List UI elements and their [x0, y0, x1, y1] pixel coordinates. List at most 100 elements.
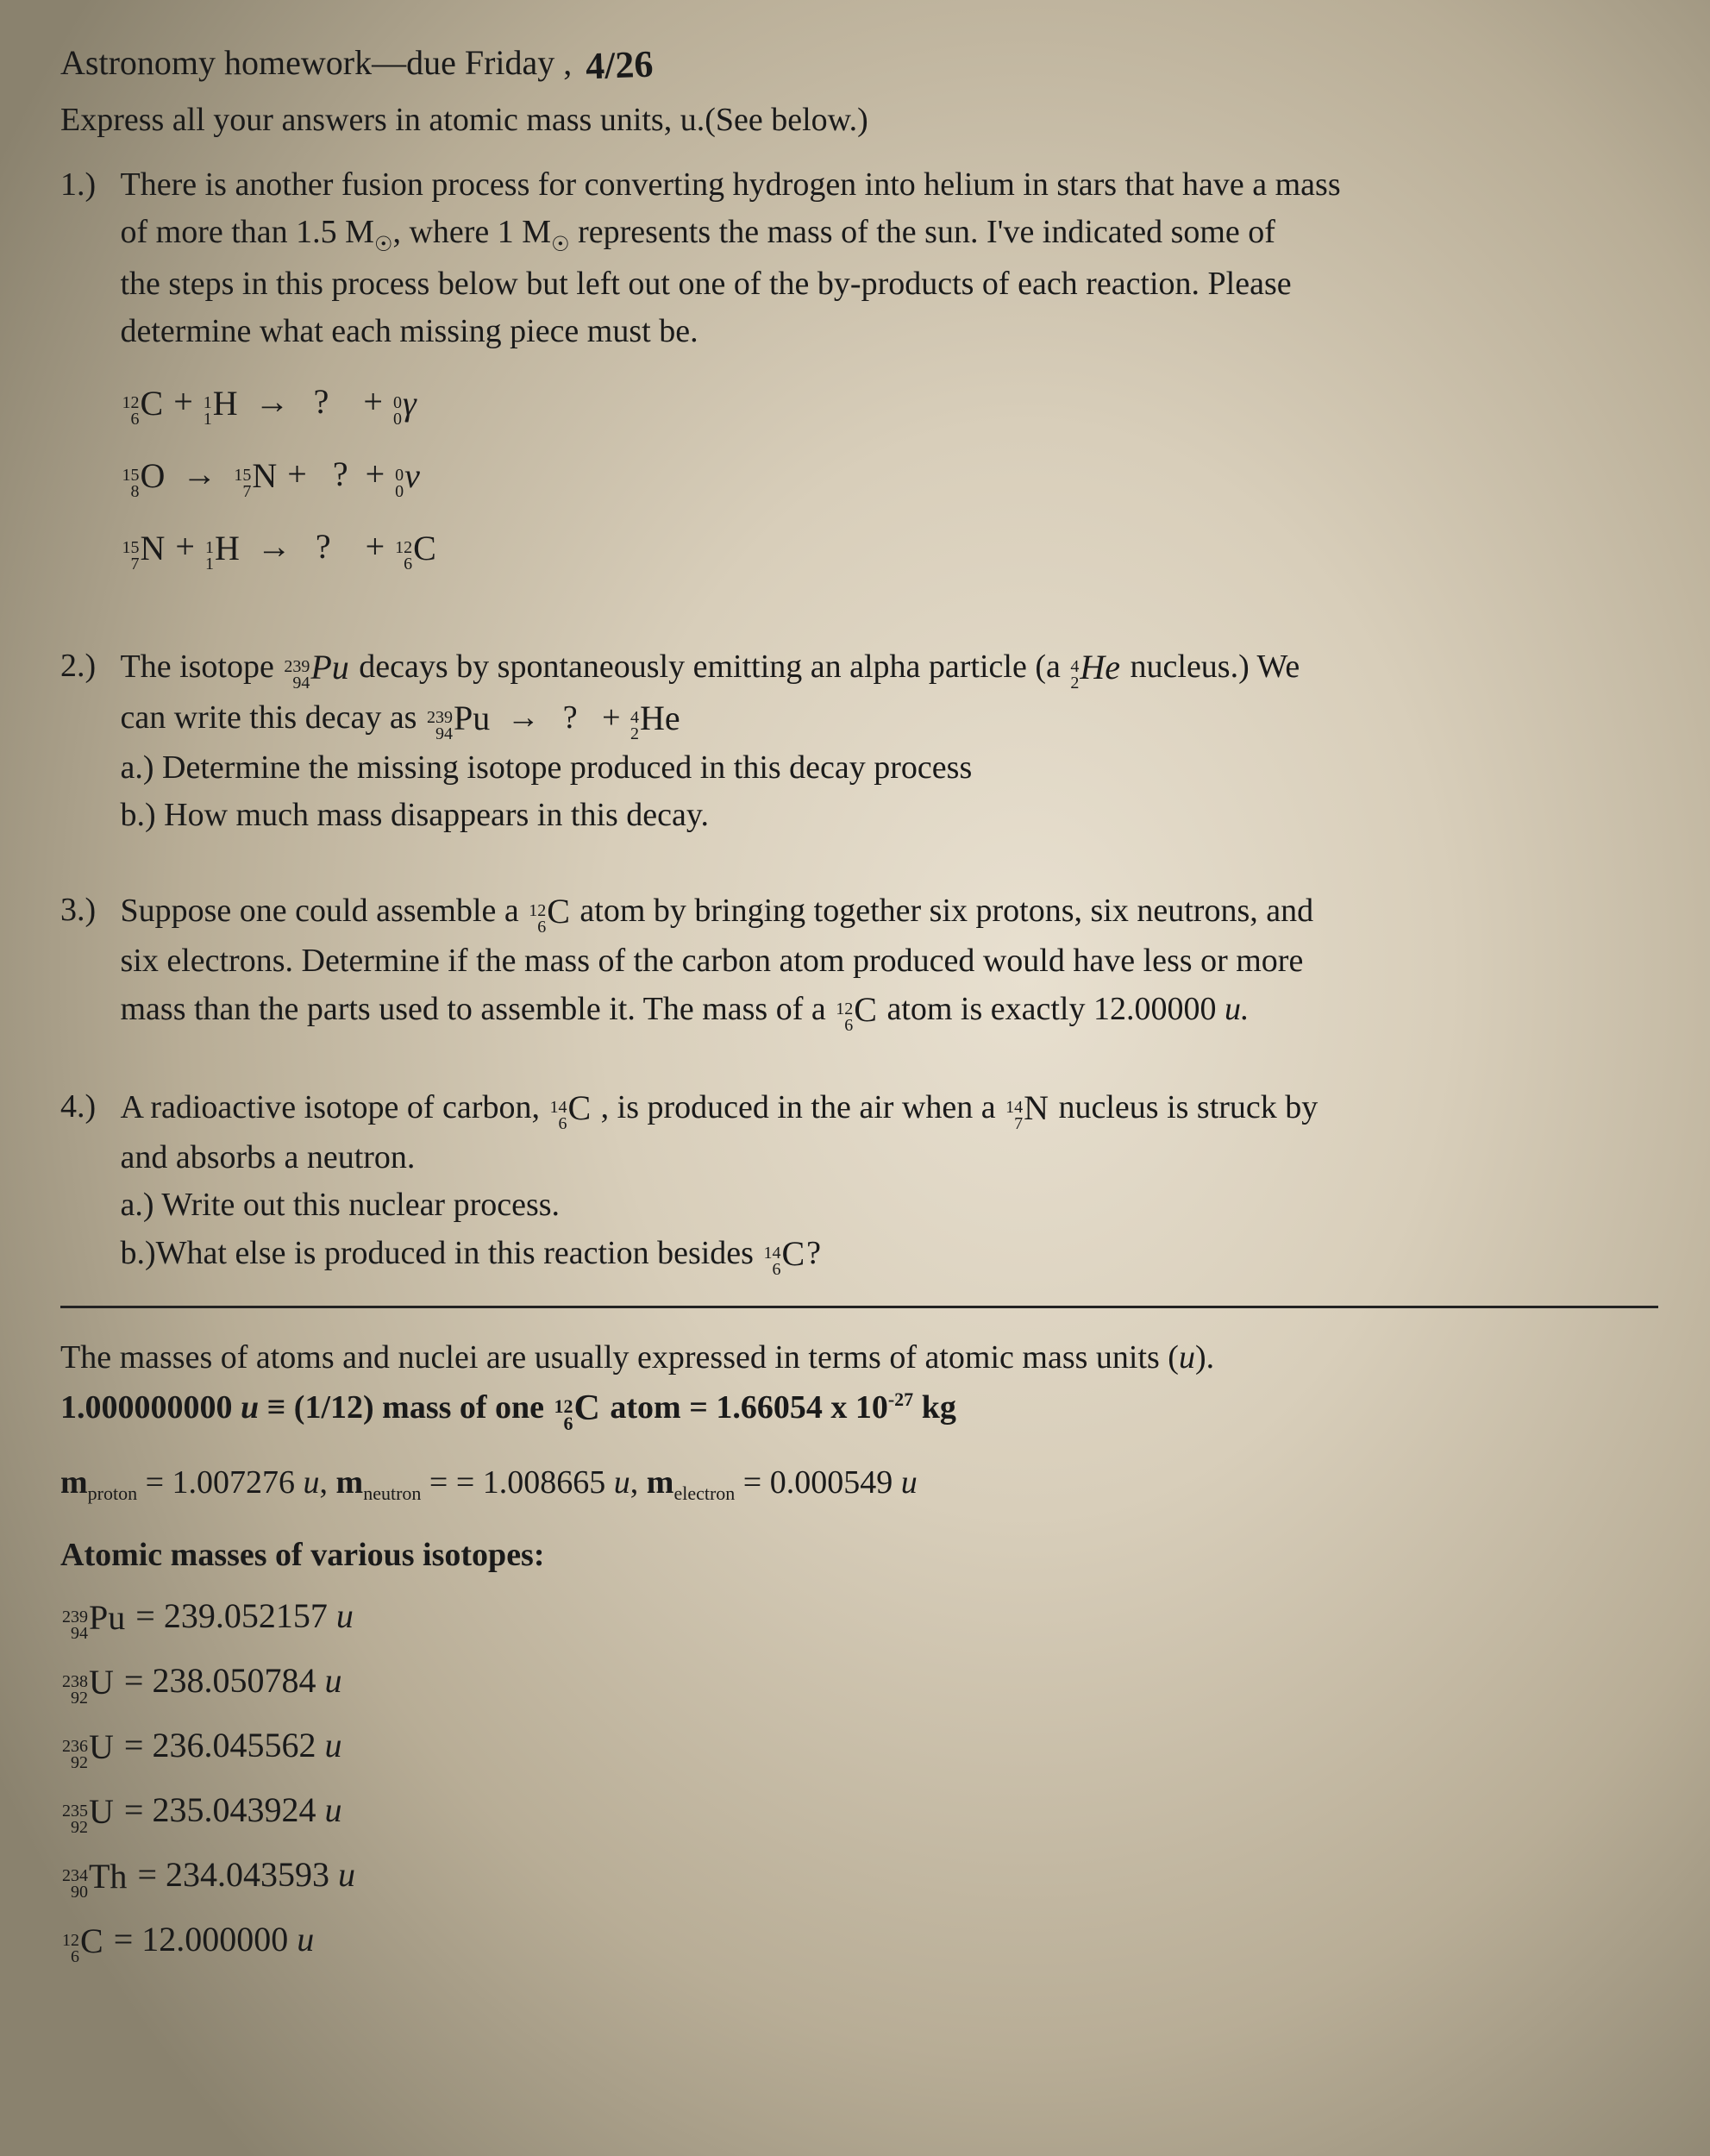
- nuclide: 23490Th: [62, 1852, 127, 1902]
- q1-eq2: 158O → 157N + ? + 00ν: [121, 442, 1656, 509]
- nuclide-n14: 147N: [1005, 1083, 1049, 1134]
- q1-eq3: 157N + 11H → ? + 126C: [121, 514, 1656, 581]
- isotope-header: Atomic masses of various isotopes:: [60, 1532, 1658, 1579]
- eq: =: [127, 1596, 164, 1635]
- plus: +: [287, 454, 307, 493]
- ref-l1b: ).: [1195, 1339, 1214, 1376]
- nuclide-c12-ref: 126C: [554, 1382, 600, 1436]
- m-proton: mproton = 1.007276 u,: [60, 1459, 328, 1507]
- nuclide-c12d: 126C: [836, 985, 877, 1036]
- reference-section: The masses of atoms and nuclei are usual…: [60, 1334, 1658, 1967]
- q1-line4: determine what each missing piece must b…: [121, 313, 698, 349]
- nuclide-c12: 126C: [122, 371, 164, 436]
- q1-equations: 126C + 11H → ? + 00γ 158O → 157N + ? + 0…: [121, 369, 1656, 581]
- def-c: atom = 1.66054 x 10: [610, 1389, 887, 1426]
- proton-sub: proton: [88, 1482, 137, 1504]
- isotope-row: 23592U = 235.043924 u: [60, 1785, 1658, 1838]
- q1-l2c: represents the mass of the sun. I've ind…: [570, 214, 1275, 250]
- m-lbl: m: [647, 1464, 674, 1501]
- proton-val: = 1.007276: [137, 1464, 303, 1501]
- nuclide-pu239: 23994Pu: [284, 642, 348, 693]
- eq: =: [116, 1661, 153, 1700]
- unknown: ?: [316, 527, 331, 566]
- q1-l2a: of more than 1.5 M: [121, 214, 374, 250]
- q4-body: A radioactive isotope of carbon, 146C , …: [121, 1083, 1656, 1280]
- isotope-row: 23994Pu = 239.052157 u: [60, 1591, 1658, 1644]
- mass-value: 236.045562: [152, 1726, 316, 1764]
- electron-val: = 0.000549: [735, 1464, 900, 1501]
- def-exp: -27: [888, 1388, 913, 1410]
- nuclide-h1b: 11H: [205, 516, 240, 581]
- particle-masses: mproton = 1.007276 u, mneutron = = 1.008…: [60, 1459, 1658, 1507]
- mass-value: 12.000000: [141, 1920, 288, 1959]
- nuclide: 23592U: [62, 1787, 114, 1838]
- unknown: ?: [314, 382, 329, 421]
- comma: ,: [320, 1464, 329, 1501]
- q4-l1a: A radioactive isotope of carbon,: [121, 1089, 548, 1125]
- nuclide-n15: 157N: [234, 443, 277, 509]
- q3-l1b: atom by bringing together six protons, s…: [579, 893, 1313, 929]
- q4-part-b1: b.)What else is produced in this reactio…: [121, 1235, 762, 1271]
- u-it2: u: [241, 1389, 259, 1426]
- comma: ,: [630, 1464, 639, 1501]
- mass-value: 235.043924: [152, 1790, 316, 1829]
- u-unit: u: [297, 1920, 314, 1959]
- nuclide-h1: 11H: [204, 371, 238, 436]
- mass-value: 239.052157: [164, 1596, 328, 1635]
- q4-number: 4.): [60, 1083, 112, 1131]
- def-b: ≡ (1/12) mass of one: [259, 1389, 552, 1426]
- u: u: [304, 1464, 320, 1501]
- q4-l1b: , is produced in the air when a: [601, 1089, 1004, 1125]
- q2-body: The isotope 23994Pu decays by spontaneou…: [121, 642, 1656, 839]
- question-4: 4.) A radioactive isotope of carbon, 146…: [60, 1083, 1658, 1280]
- sun-symbol-2: ☉: [551, 234, 570, 256]
- u-unit: u: [324, 1726, 341, 1764]
- electron-sub: electron: [673, 1482, 735, 1504]
- u-unit: u: [324, 1790, 341, 1829]
- u-it: u: [1179, 1339, 1195, 1376]
- plus: +: [173, 382, 193, 421]
- nuclide-nu: 00ν: [395, 443, 420, 509]
- q1-eq1: 126C + 11H → ? + 00γ: [121, 369, 1656, 436]
- q1-body: There is another fusion process for conv…: [121, 161, 1656, 595]
- arrow-icon: →: [507, 694, 540, 742]
- arrow-icon: →: [257, 514, 291, 580]
- instruction-line: Express all your answers in atomic mass …: [60, 97, 1658, 144]
- mass-value: 234.043593: [166, 1855, 329, 1894]
- sun-symbol-1: ☉: [374, 234, 393, 256]
- eq: =: [128, 1855, 166, 1894]
- isotope-row: 23892U = 238.050784 u: [60, 1656, 1658, 1708]
- q2-l1b: decays by spontaneously emitting an alph…: [359, 649, 1068, 685]
- q4-part-a: a.) Write out this nuclear process.: [121, 1187, 561, 1223]
- q1-line3: the steps in this process below but left…: [121, 266, 1292, 302]
- q2-l1a: The isotope: [121, 649, 283, 685]
- isotope-row: 23692U = 236.045562 u: [60, 1720, 1658, 1773]
- ref-line1: The masses of atoms and nuclei are usual…: [60, 1334, 1658, 1382]
- header: Astronomy homework—due Friday , 4/26 Exp…: [60, 34, 1658, 144]
- u-unit: u: [338, 1855, 355, 1894]
- nuclide-c14: 146C: [549, 1083, 591, 1134]
- nuclide-o15: 158O: [122, 443, 166, 509]
- m-lbl: m: [336, 1464, 364, 1501]
- title-line: Astronomy homework—due Friday , 4/26: [60, 34, 1658, 90]
- plus: +: [366, 454, 385, 493]
- nuclide-he4: 42He: [1070, 642, 1120, 693]
- nuclide-pu239b: 23994Pu: [427, 693, 490, 744]
- q1-l2b: , where 1 M: [392, 214, 551, 250]
- isotope-list: 23994Pu = 239.052157 u 23892U = 238.05078…: [60, 1591, 1658, 1967]
- q3-body: Suppose one could assemble a 126C atom b…: [121, 887, 1656, 1036]
- q1-line2: of more than 1.5 M☉, where 1 M☉ represen…: [121, 214, 1275, 250]
- due-date-handwritten: 4/26: [585, 37, 654, 94]
- q3-l3b: atom is exactly 12.00000: [886, 991, 1225, 1027]
- m-neutron: mneutron = = 1.008665 u,: [336, 1459, 639, 1507]
- nuclide: 23692U: [62, 1722, 114, 1773]
- unknown: ?: [333, 454, 348, 493]
- u-unit: u: [324, 1661, 341, 1700]
- q1-number: 1.): [60, 161, 112, 209]
- eq: =: [116, 1726, 153, 1764]
- question-1: 1.) There is another fusion process for …: [60, 161, 1658, 595]
- q3-l2: six electrons. Determine if the mass of …: [121, 943, 1304, 979]
- neutron-sub: neutron: [363, 1482, 421, 1504]
- nuclide-he4b: 42He: [630, 693, 680, 744]
- plus: +: [366, 527, 385, 566]
